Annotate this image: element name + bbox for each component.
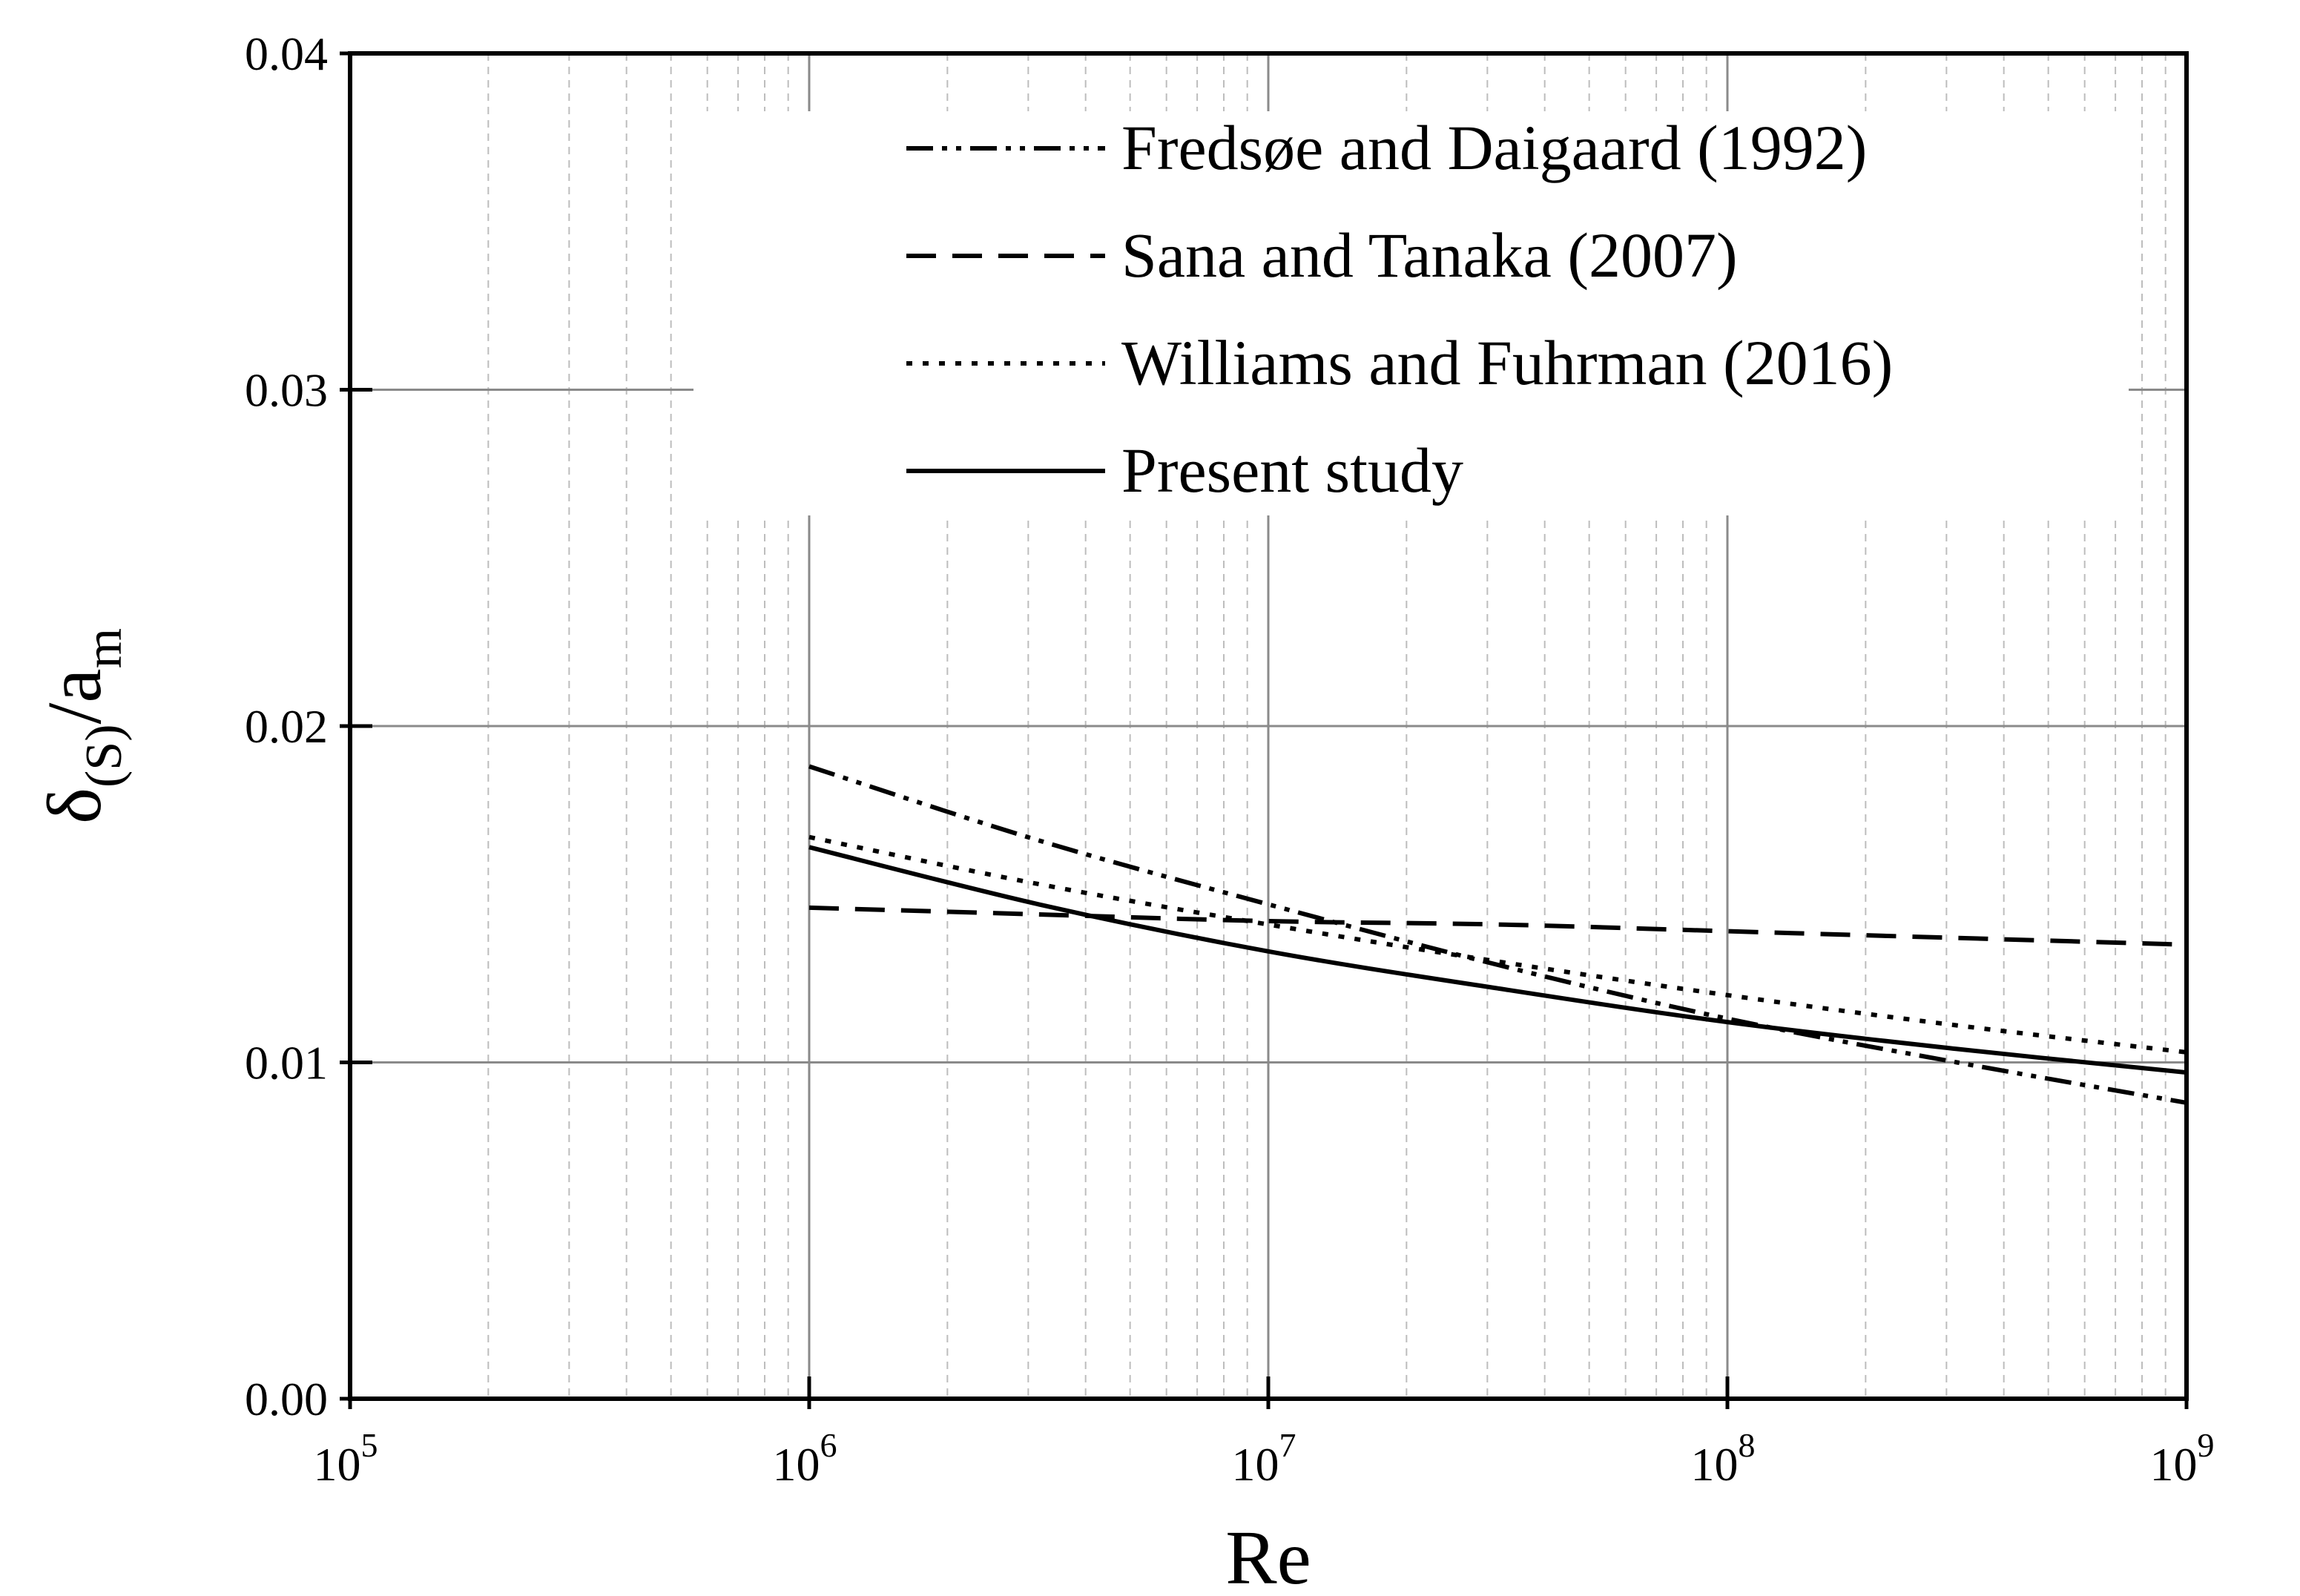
- series-layer: [808, 764, 2187, 1105]
- y-tick-label: 0.03: [245, 364, 328, 417]
- legend-label: Present study: [1121, 435, 1463, 506]
- legend-label: Fredsøe and Daigaard (1992): [1121, 112, 1867, 183]
- x-tick-label: 107: [1232, 1426, 1296, 1491]
- x-tick-exponent: 7: [1279, 1426, 1296, 1464]
- y-axis-title-main: δ: [32, 788, 117, 824]
- williams-fuhrman-line: [808, 834, 2187, 1055]
- y-axis-title: δ(S)/am: [32, 628, 133, 824]
- x-tick-label: 106: [773, 1426, 837, 1491]
- y-tick-label: 0.04: [245, 27, 328, 80]
- y-axis-title-mid: /a: [32, 668, 117, 724]
- legend: Fredsøe and Daigaard (1992) Sana and Tana…: [906, 112, 1893, 506]
- x-tick-base: 10: [773, 1438, 820, 1491]
- y-tick-label: 0.02: [245, 700, 328, 753]
- x-tick-exponent: 6: [820, 1426, 837, 1464]
- x-tick-base: 10: [1691, 1438, 1739, 1491]
- x-tick-base: 10: [1232, 1438, 1279, 1491]
- x-tick-base: 10: [314, 1438, 361, 1491]
- x-tick-base: 10: [2150, 1438, 2198, 1491]
- y-tick-label: 0.00: [245, 1373, 328, 1425]
- present-study-line: [808, 845, 2187, 1075]
- y-tick-label: 0.01: [245, 1037, 328, 1089]
- legend-label: Williams and Fuhrman (2016): [1121, 327, 1893, 398]
- x-tick-label: 105: [314, 1426, 378, 1491]
- x-tick-label: 108: [1691, 1426, 1756, 1491]
- y-axis-title-sub2: m: [76, 628, 133, 668]
- x-tick-exponent: 5: [361, 1426, 378, 1464]
- fredsoe-daigaard-line: [808, 764, 2187, 1105]
- x-tick-exponent: 8: [1739, 1426, 1756, 1464]
- y-axis-title-sub1: (S): [76, 724, 133, 788]
- x-tick-label: 109: [2150, 1426, 2215, 1491]
- x-axis-title: Re: [1225, 1515, 1311, 1596]
- legend-background: [693, 111, 2129, 515]
- x-tick-exponent: 9: [2198, 1426, 2215, 1464]
- legend-label: Sana and Tanaka (2007): [1121, 220, 1738, 291]
